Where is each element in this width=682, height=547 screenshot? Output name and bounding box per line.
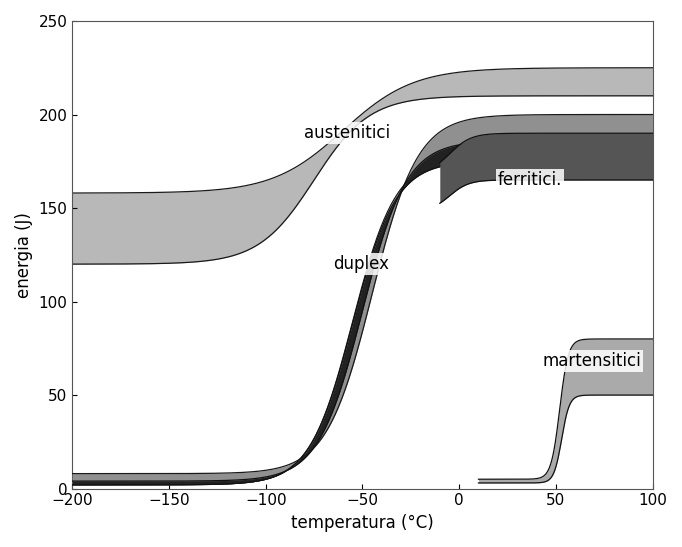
Y-axis label: energia (J): energia (J)	[15, 212, 33, 298]
Text: ferritici.: ferritici.	[498, 171, 562, 189]
Text: martensitici: martensitici	[542, 352, 641, 370]
X-axis label: temperatura (°C): temperatura (°C)	[291, 514, 434, 532]
Text: austenitici: austenitici	[304, 124, 391, 142]
Text: duplex: duplex	[333, 255, 389, 273]
